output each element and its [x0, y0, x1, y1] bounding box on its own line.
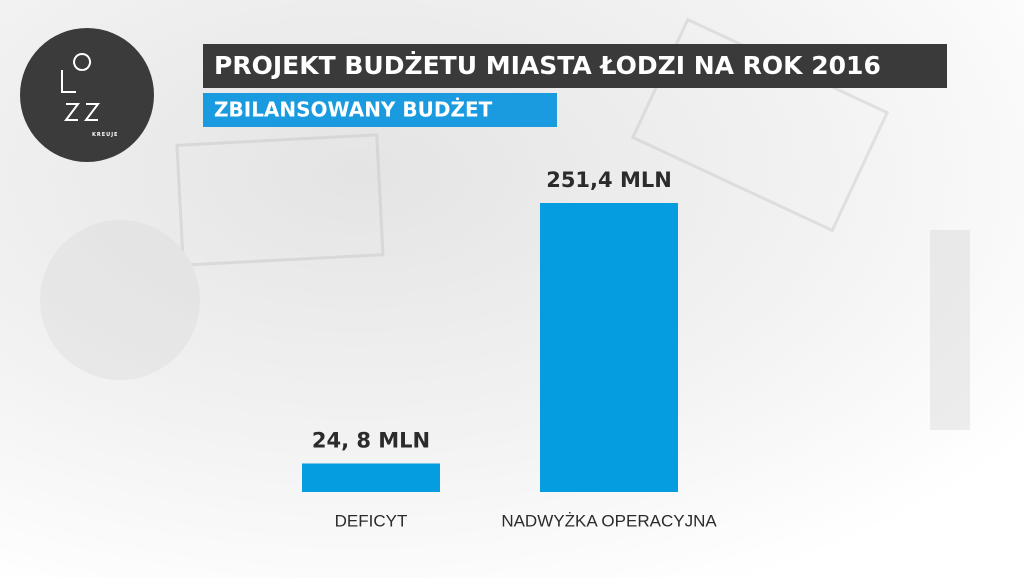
value-label: 24, 8 MLN: [312, 428, 430, 452]
category-label: NADWYŻKA OPERACYJNA: [501, 511, 717, 530]
bar: [302, 463, 440, 492]
category-label: DEFICYT: [335, 511, 408, 530]
logo: KREUJE: [20, 28, 154, 162]
subtitle-box: [203, 93, 557, 127]
value-label: 251,4 MLN: [546, 168, 672, 192]
chart-subtitle: ZBILANSOWANY BUDŻET: [214, 98, 493, 122]
title-box: [203, 44, 947, 88]
logo-caption: KREUJE: [92, 132, 118, 138]
chart-title: PROJEKT BUDŻETU MIASTA ŁODZI NA ROK 2016: [214, 51, 881, 80]
bar: [540, 203, 678, 492]
